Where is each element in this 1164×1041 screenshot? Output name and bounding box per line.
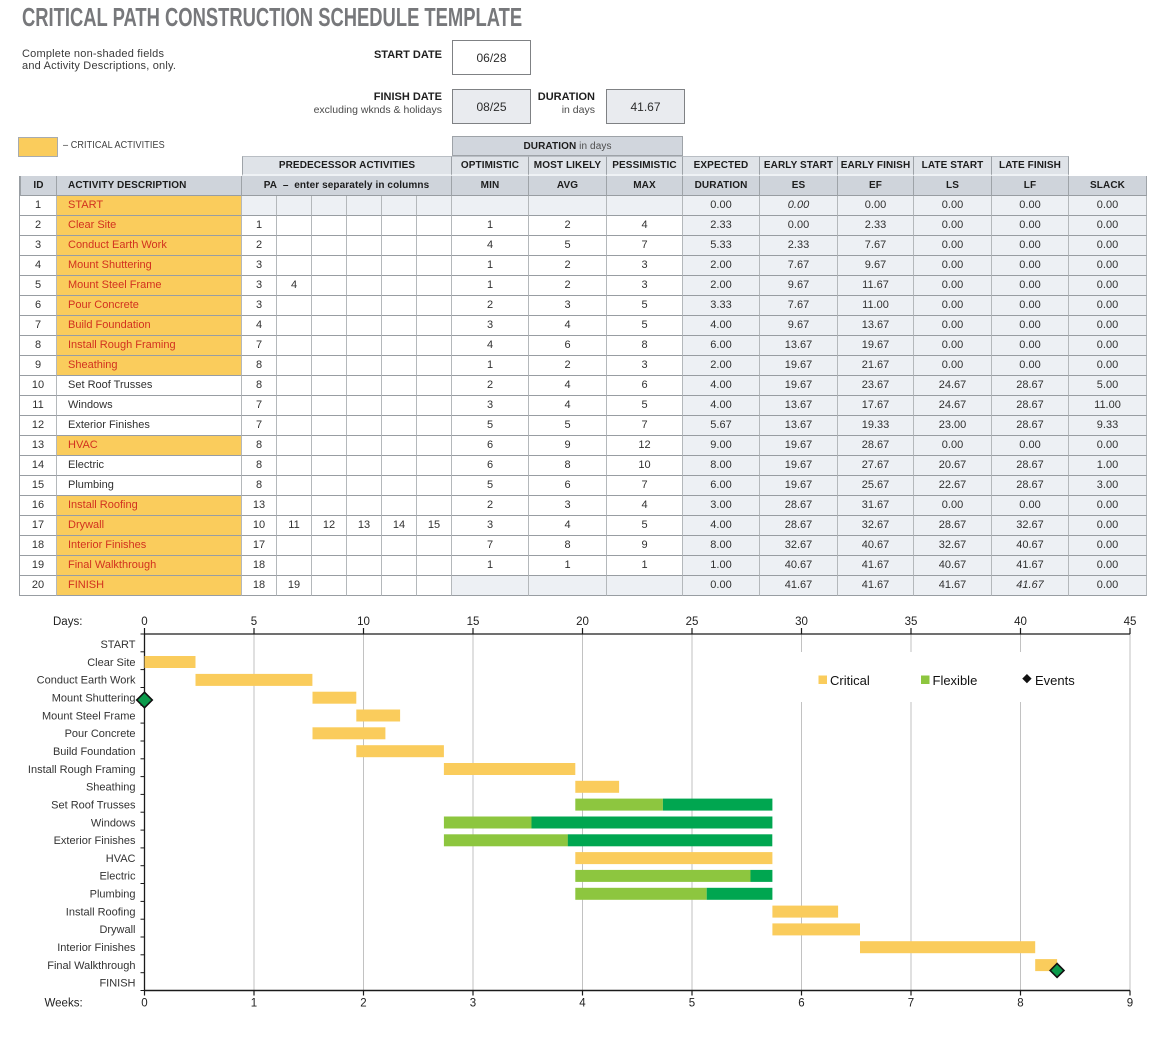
svg-text:5: 5 <box>689 998 695 1010</box>
svg-text:4: 4 <box>579 998 586 1010</box>
svg-text:Sheathing: Sheathing <box>86 782 136 794</box>
svg-text:Build Foundation: Build Foundation <box>53 746 136 758</box>
svg-text:Interior Finishes: Interior Finishes <box>57 942 136 954</box>
svg-text:9: 9 <box>1127 998 1133 1010</box>
svg-text:5: 5 <box>251 616 257 628</box>
svg-text:6: 6 <box>798 998 804 1010</box>
svg-text:3: 3 <box>470 998 476 1010</box>
svg-text:7: 7 <box>908 998 914 1010</box>
svg-text:Install Roofing: Install Roofing <box>66 906 136 918</box>
svg-text:0: 0 <box>141 998 147 1010</box>
svg-text:10: 10 <box>357 616 370 628</box>
svg-text:2: 2 <box>360 998 366 1010</box>
svg-text:0: 0 <box>141 616 147 628</box>
svg-text:20: 20 <box>576 616 589 628</box>
svg-text:Events: Events <box>1035 673 1075 688</box>
svg-text:Final Walkthrough: Final Walkthrough <box>47 960 135 972</box>
svg-text:Mount Shuttering: Mount Shuttering <box>52 693 136 705</box>
svg-text:15: 15 <box>467 616 480 628</box>
svg-text:Conduct Earth Work: Conduct Earth Work <box>37 675 136 687</box>
svg-text:Days:: Days: <box>53 616 82 628</box>
svg-text:Install Rough Framing: Install Rough Framing <box>28 764 136 776</box>
svg-text:FINISH: FINISH <box>99 978 135 990</box>
svg-text:Pour Concrete: Pour Concrete <box>65 728 136 740</box>
svg-text:Windows: Windows <box>91 817 136 829</box>
svg-text:35: 35 <box>905 616 918 628</box>
svg-text:Critical: Critical <box>830 673 870 688</box>
svg-text:1: 1 <box>251 998 257 1010</box>
svg-text:START: START <box>100 639 135 651</box>
svg-text:HVAC: HVAC <box>106 853 136 865</box>
svg-text:30: 30 <box>795 616 808 628</box>
svg-text:Electric: Electric <box>99 871 136 883</box>
svg-text:Clear Site: Clear Site <box>87 657 135 669</box>
svg-text:45: 45 <box>1124 616 1137 628</box>
svg-text:Plumbing: Plumbing <box>90 889 136 901</box>
svg-text:Exterior Finishes: Exterior Finishes <box>54 835 136 847</box>
svg-text:40: 40 <box>1014 616 1027 628</box>
svg-text:Set Roof Trusses: Set Roof Trusses <box>51 799 136 811</box>
svg-text:Drywall: Drywall <box>99 924 135 936</box>
svg-text:Weeks:: Weeks: <box>45 998 83 1010</box>
svg-text:8: 8 <box>1017 998 1023 1010</box>
svg-text:Mount Steel Frame: Mount Steel Frame <box>42 710 136 722</box>
svg-text:25: 25 <box>686 616 699 628</box>
svg-text:Flexible: Flexible <box>933 673 978 688</box>
